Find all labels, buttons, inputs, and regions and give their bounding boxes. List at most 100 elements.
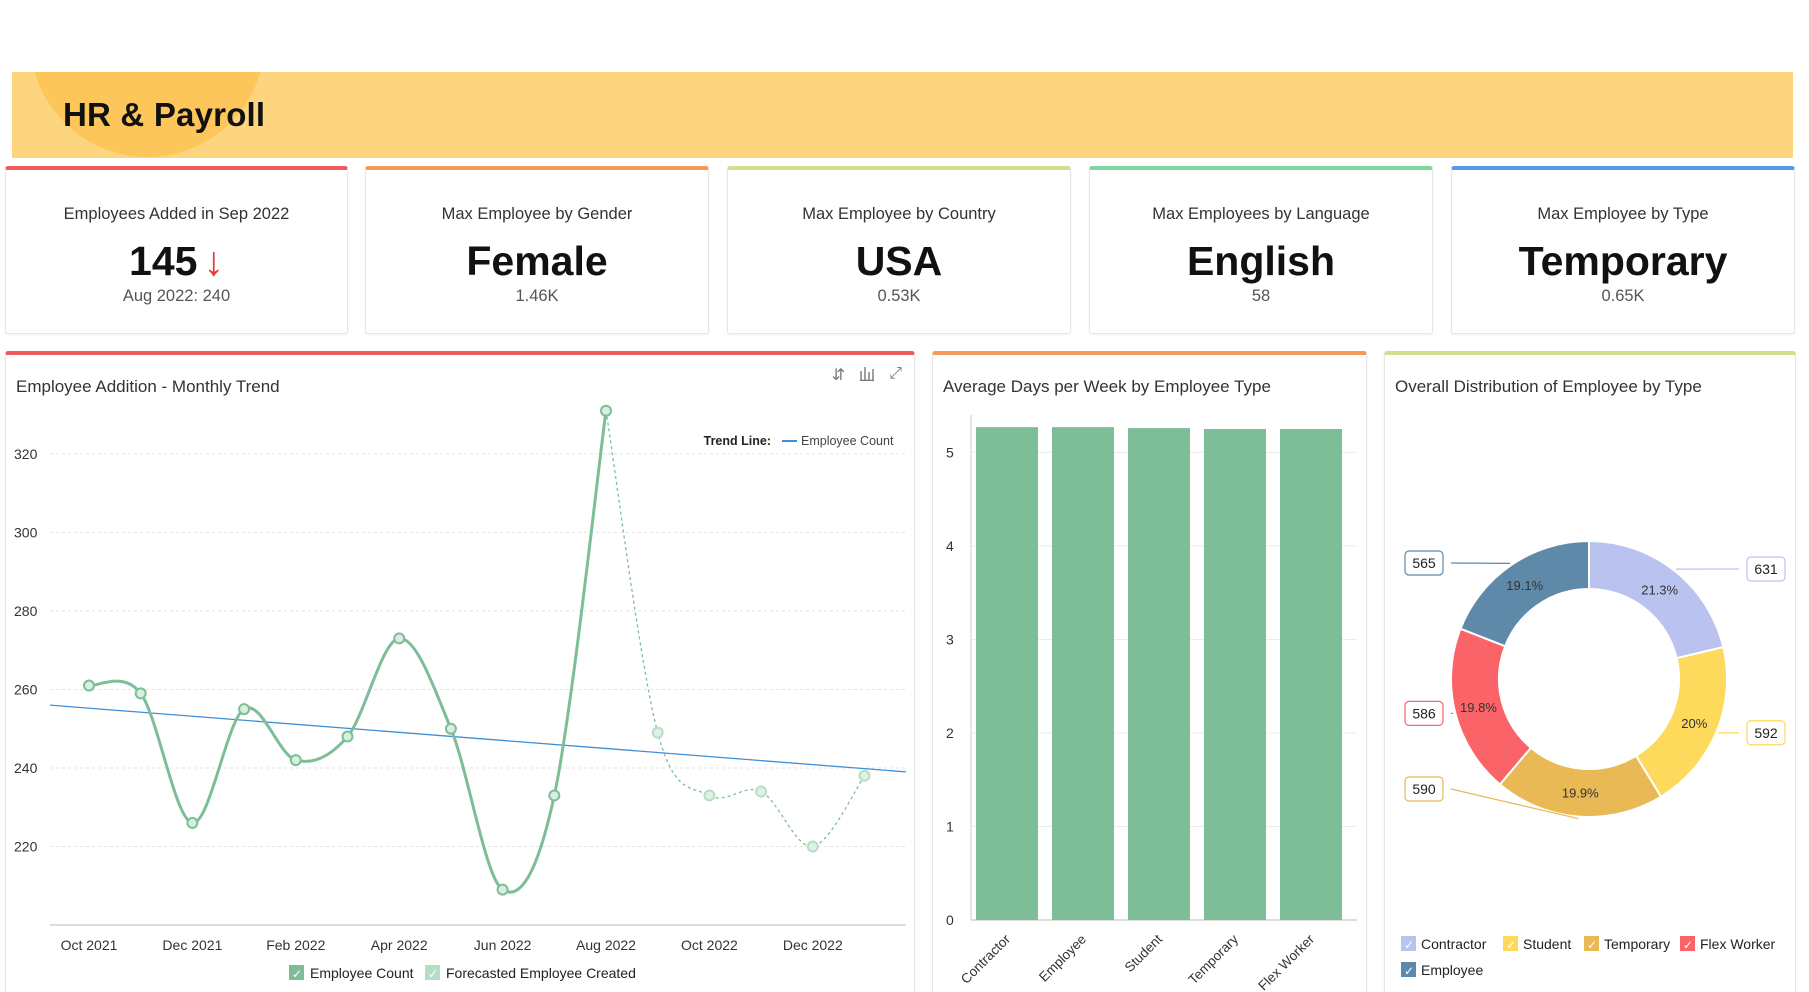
x-tick-label: Oct 2022: [681, 937, 738, 953]
kpi-gender[interactable]: Max Employee by Gender Female 1.46K: [365, 166, 709, 334]
kpi-country[interactable]: Max Employee by Country USA 0.53K: [727, 166, 1071, 334]
value-callout-box: [1746, 556, 1786, 582]
x-tick-label: Flex Worker: [1255, 931, 1317, 992]
bar: [1280, 429, 1342, 920]
legend-checkbox: [1584, 936, 1599, 951]
x-tick-label: Oct 2021: [61, 937, 118, 953]
forecast-point: [651, 726, 664, 739]
trend-line: [49, 704, 907, 773]
trend-legend-series: Employee Count: [801, 434, 894, 448]
value-callout: 565: [1412, 555, 1436, 571]
legend-label: Flex Worker: [1700, 936, 1776, 952]
kpi-label: Max Employees by Language: [1152, 205, 1370, 223]
data-point: [496, 883, 509, 896]
forecast-series-line: [605, 410, 866, 848]
donut-chart: 21.3% 631 20% 592 19.9% 590 19.8% 586 19.1% 565 ✓ C…: [1401, 539, 1786, 978]
kpi-type[interactable]: Max Employee by Type Temporary 0.65K: [1451, 166, 1795, 334]
x-tick-label: Dec 2022: [783, 937, 843, 953]
legend-label: Temporary: [1604, 936, 1670, 952]
kpi-sub: 0.53K: [877, 287, 921, 305]
value-callout-box: [1404, 550, 1444, 576]
value-callout-box: [1746, 720, 1786, 746]
x-tick-label: Apr 2022: [371, 937, 428, 953]
page-header: HR & Payroll: [12, 72, 1793, 158]
bar: [1128, 428, 1190, 920]
legend-checkbox: [1401, 936, 1416, 951]
donut-chart-panel: Overall Distribution of Employee by Type…: [1384, 351, 1796, 992]
chart-toolbar: ⇵ ⤢: [832, 365, 902, 386]
legend-checkbox: [1680, 936, 1695, 951]
bar-chart: 0 1 2 3 4 5 Contractor Employee Student Temporary…: [946, 415, 1357, 992]
bar-chart-panel: Average Days per Week by Employee Type 0…: [932, 351, 1367, 992]
kpi-label: Max Employee by Gender: [441, 205, 633, 223]
chart-title: Average Days per Week by Employee Type: [943, 377, 1271, 396]
kpi-label: Max Employee by Country: [802, 205, 996, 223]
kpi-label: Employees Added in Sep 2022: [63, 205, 290, 223]
data-point: [289, 754, 302, 767]
kpi-sub: Aug 2022: 240: [122, 287, 231, 305]
y-tick-label: 1: [946, 818, 954, 834]
legend-label: Employee: [1421, 962, 1483, 978]
legend-checkbox: [1503, 936, 1518, 951]
sort-icon[interactable]: ⇵: [831, 367, 846, 384]
y-tick-label: 300: [14, 524, 38, 540]
slice-percent-label: 19.9%: [1562, 786, 1599, 801]
value-callout-box: [1404, 776, 1444, 802]
data-point: [186, 816, 199, 829]
x-tick-label: Aug 2022: [576, 937, 636, 953]
x-tick-label: Feb 2022: [266, 937, 325, 953]
kpi-sub: 1.46K: [515, 287, 559, 305]
y-tick-label: 5: [946, 444, 954, 460]
kpi-value: USA: [855, 238, 943, 284]
check-icon: ✓: [1404, 964, 1414, 978]
donut-slice: [1459, 539, 1590, 648]
slice-percent-label: 19.8%: [1460, 700, 1497, 715]
y-tick-label: 4: [946, 538, 954, 554]
slice-percent-label: 19.1%: [1506, 578, 1543, 593]
expand-icon[interactable]: ⤢: [889, 365, 902, 382]
data-point: [600, 404, 612, 417]
legend-label: Contractor: [1421, 936, 1487, 952]
forecast-point: [806, 840, 819, 853]
data-point: [444, 722, 457, 735]
check-icon: ✓: [1587, 938, 1597, 952]
value-callout: 631: [1754, 561, 1778, 577]
forecast-point: [858, 769, 871, 782]
data-point: [238, 703, 251, 716]
data-point: [134, 687, 147, 700]
value-callout: 590: [1412, 781, 1436, 797]
kpi-value: 145 ↓: [129, 238, 224, 284]
kpi-language[interactable]: Max Employees by Language English 58: [1089, 166, 1433, 334]
kpi-employees-added[interactable]: Employees Added in Sep 2022 145 ↓ Aug 202…: [5, 166, 348, 334]
trend-legend-label: Trend Line:: [704, 434, 771, 448]
legend-checkbox: [289, 965, 304, 980]
y-tick-label: 0: [946, 912, 954, 928]
y-tick-label: 240: [14, 760, 38, 776]
line-chart-panel: Employee Addition - Monthly Trend ⇵ ⤢ 22…: [5, 351, 915, 992]
page-title: HR & Payroll: [63, 96, 266, 133]
donut-slice: [1498, 746, 1663, 818]
y-tick-label: 320: [14, 446, 38, 462]
legend-label: Forecasted Employee Created: [446, 965, 636, 981]
value-callout: 586: [1412, 705, 1436, 721]
donut-slice: [1588, 539, 1725, 660]
bar-chart-icon[interactable]: [859, 365, 875, 386]
x-tick-label: Dec 2021: [162, 937, 222, 953]
arrow-down-icon: ↓: [203, 238, 224, 284]
check-icon: ✓: [428, 967, 438, 981]
slice-percent-label: 21.3%: [1641, 583, 1678, 598]
legend-checkbox: [1401, 962, 1416, 977]
slice-percent-label: 20%: [1681, 716, 1707, 731]
x-tick-label: Jun 2022: [474, 937, 532, 953]
data-point: [83, 679, 95, 692]
kpi-value: Temporary: [1518, 238, 1728, 284]
line-chart: 220 240 260 280 300 320 Oct 2021 Dec 2021 Feb 20…: [14, 404, 907, 981]
callout-line: [1450, 788, 1579, 820]
y-tick-label: 220: [14, 838, 38, 854]
x-tick-label: Student: [1122, 931, 1166, 975]
employee-count-series-line: [88, 410, 608, 894]
data-point: [548, 789, 561, 802]
kpi-sub: 58: [1251, 287, 1271, 305]
kpi-label: Max Employee by Type: [1537, 205, 1709, 223]
check-icon: ✓: [292, 967, 302, 981]
